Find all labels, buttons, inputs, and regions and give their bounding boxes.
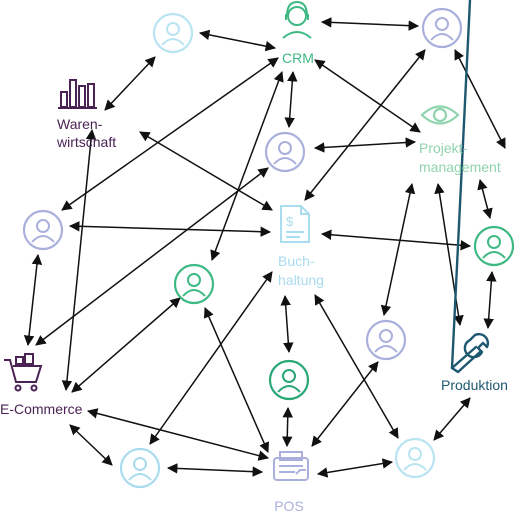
user-node-6 xyxy=(473,225,515,267)
svg-text:$: $ xyxy=(286,214,294,229)
arrow-user4-ecommerce xyxy=(23,253,43,347)
headset-person-icon xyxy=(282,0,312,39)
arrow-crm-user3 xyxy=(284,70,298,129)
user-icon xyxy=(482,235,506,259)
user-icon xyxy=(374,329,398,353)
user-icon xyxy=(31,219,55,243)
arrow-buchhaltung-user8 xyxy=(280,294,294,354)
user-node-7 xyxy=(365,319,407,361)
arrow-user9-pos xyxy=(166,463,264,477)
warenwirtschaft-label-line1: Waren- xyxy=(57,116,103,132)
arrow-user2-projekt xyxy=(454,49,506,149)
user-icon xyxy=(403,447,427,471)
arrow-user2-buchhaltung xyxy=(304,49,426,201)
connection-arrows xyxy=(23,17,506,478)
arrow-user6-produktion xyxy=(483,270,497,330)
buchhaltung-label-line1: Buch- xyxy=(278,253,315,269)
pos-label: POS xyxy=(274,498,304,514)
crm-label: CRM xyxy=(282,50,314,66)
user-icon xyxy=(273,141,297,165)
shopping-cart-icon xyxy=(4,353,43,392)
user-node-5 xyxy=(173,263,215,305)
arrow-warenwirtschaft-buchhaltung xyxy=(139,131,273,211)
user-node-9 xyxy=(119,447,161,489)
arrow-ecommerce-user9 xyxy=(69,424,113,466)
user-node-3 xyxy=(264,131,306,173)
arrow-user4-buchhaltung xyxy=(68,221,272,237)
arrow-projekt-user7 xyxy=(380,182,416,317)
arrow-crm-user2 xyxy=(320,17,420,31)
user-node-10 xyxy=(394,437,436,479)
arrow-user3-projekt xyxy=(313,137,417,153)
produktion-label: Produktion xyxy=(441,377,508,393)
user-icon xyxy=(161,22,185,46)
cash-register-icon xyxy=(273,451,309,481)
arrow-user1-warenwirtschaft xyxy=(104,56,156,111)
warenwirtschaft-label-line2: wirtschaft xyxy=(57,134,117,150)
arrow-user7-pos xyxy=(311,361,379,447)
eye-icon xyxy=(420,105,460,125)
arrow-warenwirtschaft-ecommerce xyxy=(61,128,97,392)
user-node-1 xyxy=(152,12,194,54)
user-icon xyxy=(182,273,206,297)
user-icon xyxy=(128,457,152,481)
wrench-icon xyxy=(450,0,490,374)
user-node-8 xyxy=(268,359,310,401)
arrow-user3-ecommerce xyxy=(35,167,269,346)
buchhaltung-label-line2: haltung xyxy=(278,272,324,288)
arrow-buchhaltung-user10 xyxy=(314,294,399,439)
user-node-4 xyxy=(22,209,64,251)
ecommerce-label: E-Commerce xyxy=(0,401,83,417)
arrow-user5-pos xyxy=(203,307,270,453)
arrow-user5-ecommerce xyxy=(71,297,181,393)
arrow-projekt-user6 xyxy=(477,178,493,220)
arrow-pos-user10 xyxy=(316,458,394,478)
projekt-label-line1: Projekt- xyxy=(419,140,468,156)
bar-chart-icon xyxy=(58,79,97,109)
arrow-user8-pos xyxy=(282,406,293,448)
arrow-ecommerce-pos xyxy=(86,408,270,461)
arrow-user10-produktion xyxy=(433,397,471,441)
user-icon xyxy=(430,17,454,41)
projekt-label-line2: management xyxy=(419,159,501,175)
arrow-user1-crm xyxy=(198,29,277,52)
user-node-2 xyxy=(421,7,463,49)
document-dollar-icon: $ xyxy=(280,205,310,243)
user-icon xyxy=(277,369,301,393)
